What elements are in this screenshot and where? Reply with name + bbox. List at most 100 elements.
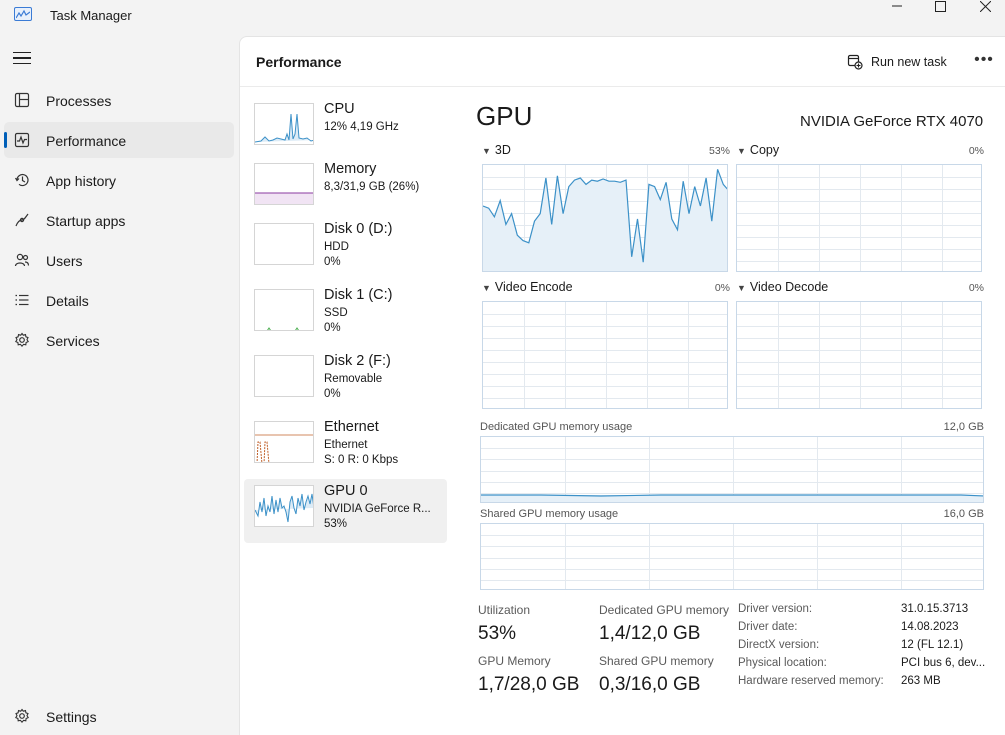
app-history-icon xyxy=(14,174,29,187)
shared-gpu-memory-value: 0,3/16,0 GB xyxy=(599,674,701,695)
device-detail: SSD xyxy=(324,307,348,319)
close-button[interactable] xyxy=(962,0,1005,12)
device-usage: 53% xyxy=(324,518,348,530)
device-name: CPU xyxy=(324,101,355,117)
device-usage: 0% xyxy=(324,256,341,268)
graph-gridlines xyxy=(483,302,727,408)
sidebar-item-label: Processes xyxy=(46,93,112,109)
gpu-memory-label: GPU Memory xyxy=(478,654,551,668)
gpu-memory-value: 1,7/28,0 GB xyxy=(478,674,580,695)
graph-gridlines xyxy=(481,524,983,589)
device-detail: NVIDIA GeForce R... xyxy=(324,503,431,515)
dedicated-memory-label: Dedicated GPU memory usage xyxy=(480,421,633,433)
sidebar-item-settings[interactable]: Settings xyxy=(4,698,234,734)
engine-3d-graph xyxy=(482,164,728,272)
graph-gridlines xyxy=(481,437,983,502)
ethernet-thumbnail-graph xyxy=(254,421,314,463)
sidebar-item-app-history[interactable]: App history xyxy=(4,162,234,198)
engine-video-decode-selector[interactable]: ▼ Video Decode xyxy=(737,280,828,294)
device-ethernet[interactable]: Ethernet Ethernet S: 0 R: 0 Kbps xyxy=(244,415,447,479)
engine-copy-graph xyxy=(736,164,982,272)
engine-video-encode-selector[interactable]: ▼ Video Encode xyxy=(482,280,573,294)
sidebar-item-label: Startup apps xyxy=(46,213,126,229)
dedicated-memory-graph xyxy=(480,436,984,503)
device-name: Disk 0 (D:) xyxy=(324,221,393,237)
physical-location-key: Physical location: xyxy=(738,657,827,669)
engine-video-encode-percent: 0% xyxy=(714,282,730,294)
sidebar-item-label: Details xyxy=(46,293,89,309)
device-detail: Removable xyxy=(324,373,383,385)
directx-version-value: 12 (FL 12.1) xyxy=(901,639,964,651)
more-options-button[interactable]: ••• xyxy=(974,51,994,68)
device-memory[interactable]: Memory 8,3/31,9 GB (26%) xyxy=(244,157,447,221)
page-title: Performance xyxy=(256,54,342,70)
device-usage: 0% xyxy=(324,388,341,400)
sidebar-item-label: Settings xyxy=(46,709,97,725)
utilization-graph-svg xyxy=(483,165,727,271)
device-name: GPU 0 xyxy=(324,483,368,499)
engine-copy-selector[interactable]: ▼ Copy xyxy=(737,143,779,157)
gpu-model-name: NVIDIA GeForce RTX 4070 xyxy=(800,113,984,130)
sidebar-item-services[interactable]: Services xyxy=(4,322,234,358)
engine-3d-percent: 53% xyxy=(708,145,730,157)
sidebar-item-users[interactable]: Users xyxy=(4,242,234,278)
chevron-down-icon: ▼ xyxy=(482,146,491,156)
device-usage: 0% xyxy=(324,322,341,334)
device-cpu[interactable]: CPU 12% 4,19 GHz xyxy=(244,97,447,161)
engine-video-decode-graph xyxy=(736,301,982,409)
startup-apps-icon xyxy=(15,213,29,227)
disk-1-thumbnail-graph xyxy=(254,289,314,331)
device-gpu-0[interactable]: GPU 0 NVIDIA GeForce R... 53% xyxy=(244,479,447,543)
graph-gridlines xyxy=(737,302,981,408)
dedicated-memory-max: 12,0 GB xyxy=(943,421,984,433)
shared-gpu-memory-label: Shared GPU memory xyxy=(599,654,714,668)
shared-memory-graph xyxy=(480,523,984,590)
run-new-task-icon xyxy=(847,54,863,70)
minimize-button[interactable] xyxy=(874,0,920,12)
device-name: Ethernet xyxy=(324,419,379,435)
graph-gridlines xyxy=(737,165,981,271)
maximize-button[interactable] xyxy=(917,0,963,12)
engine-label: Video Decode xyxy=(749,280,829,294)
driver-date-key: Driver date: xyxy=(738,621,798,633)
chevron-down-icon: ▼ xyxy=(737,146,746,156)
device-disk-2[interactable]: Disk 2 (F:) Removable 0% xyxy=(244,349,447,413)
task-manager-app-icon xyxy=(14,7,32,21)
device-detail: 8,3/31,9 GB (26%) xyxy=(324,181,420,193)
details-icon xyxy=(15,294,29,306)
sidebar-item-label: App history xyxy=(46,173,117,189)
engine-video-encode-graph xyxy=(482,301,728,409)
users-icon xyxy=(14,253,30,267)
chevron-down-icon: ▼ xyxy=(737,283,746,293)
utilization-label: Utilization xyxy=(478,603,531,617)
device-usage: S: 0 R: 0 Kbps xyxy=(324,454,399,466)
shared-memory-max: 16,0 GB xyxy=(943,508,984,520)
services-icon xyxy=(15,332,29,348)
sidebar-item-label: Services xyxy=(46,333,100,349)
sidebar-item-startup-apps[interactable]: Startup apps xyxy=(4,202,234,238)
device-disk-0[interactable]: Disk 0 (D:) HDD 0% xyxy=(244,217,447,281)
engine-label: Video Encode xyxy=(494,280,573,294)
device-name: Disk 1 (C:) xyxy=(324,287,393,303)
cpu-thumbnail-graph xyxy=(254,103,314,145)
device-detail: HDD xyxy=(324,241,349,253)
memory-thumbnail-graph xyxy=(254,163,314,205)
run-new-task-label: Run new task xyxy=(871,55,947,69)
sidebar-item-performance[interactable]: Performance xyxy=(4,122,234,158)
engine-label: 3D xyxy=(494,143,511,157)
device-detail: Ethernet xyxy=(324,439,368,451)
disk-0-thumbnail-graph xyxy=(254,223,314,265)
driver-version-value: 31.0.15.3713 xyxy=(901,603,969,615)
run-new-task-button[interactable]: Run new task xyxy=(847,51,947,73)
chevron-down-icon: ▼ xyxy=(482,283,491,293)
engine-3d-selector[interactable]: ▼ 3D xyxy=(482,143,511,157)
engine-video-decode-percent: 0% xyxy=(968,282,984,294)
active-indicator xyxy=(4,132,7,148)
sidebar-item-processes[interactable]: Processes xyxy=(4,82,234,118)
sidebar-item-details[interactable]: Details xyxy=(4,282,234,318)
gpu-thumbnail-graph xyxy=(254,485,314,527)
hamburger-menu-icon[interactable] xyxy=(13,52,31,66)
device-disk-1[interactable]: Disk 1 (C:) SSD 0% xyxy=(244,283,447,347)
utilization-line xyxy=(483,169,727,263)
hardware-reserved-memory-value: 263 MB xyxy=(901,675,941,687)
